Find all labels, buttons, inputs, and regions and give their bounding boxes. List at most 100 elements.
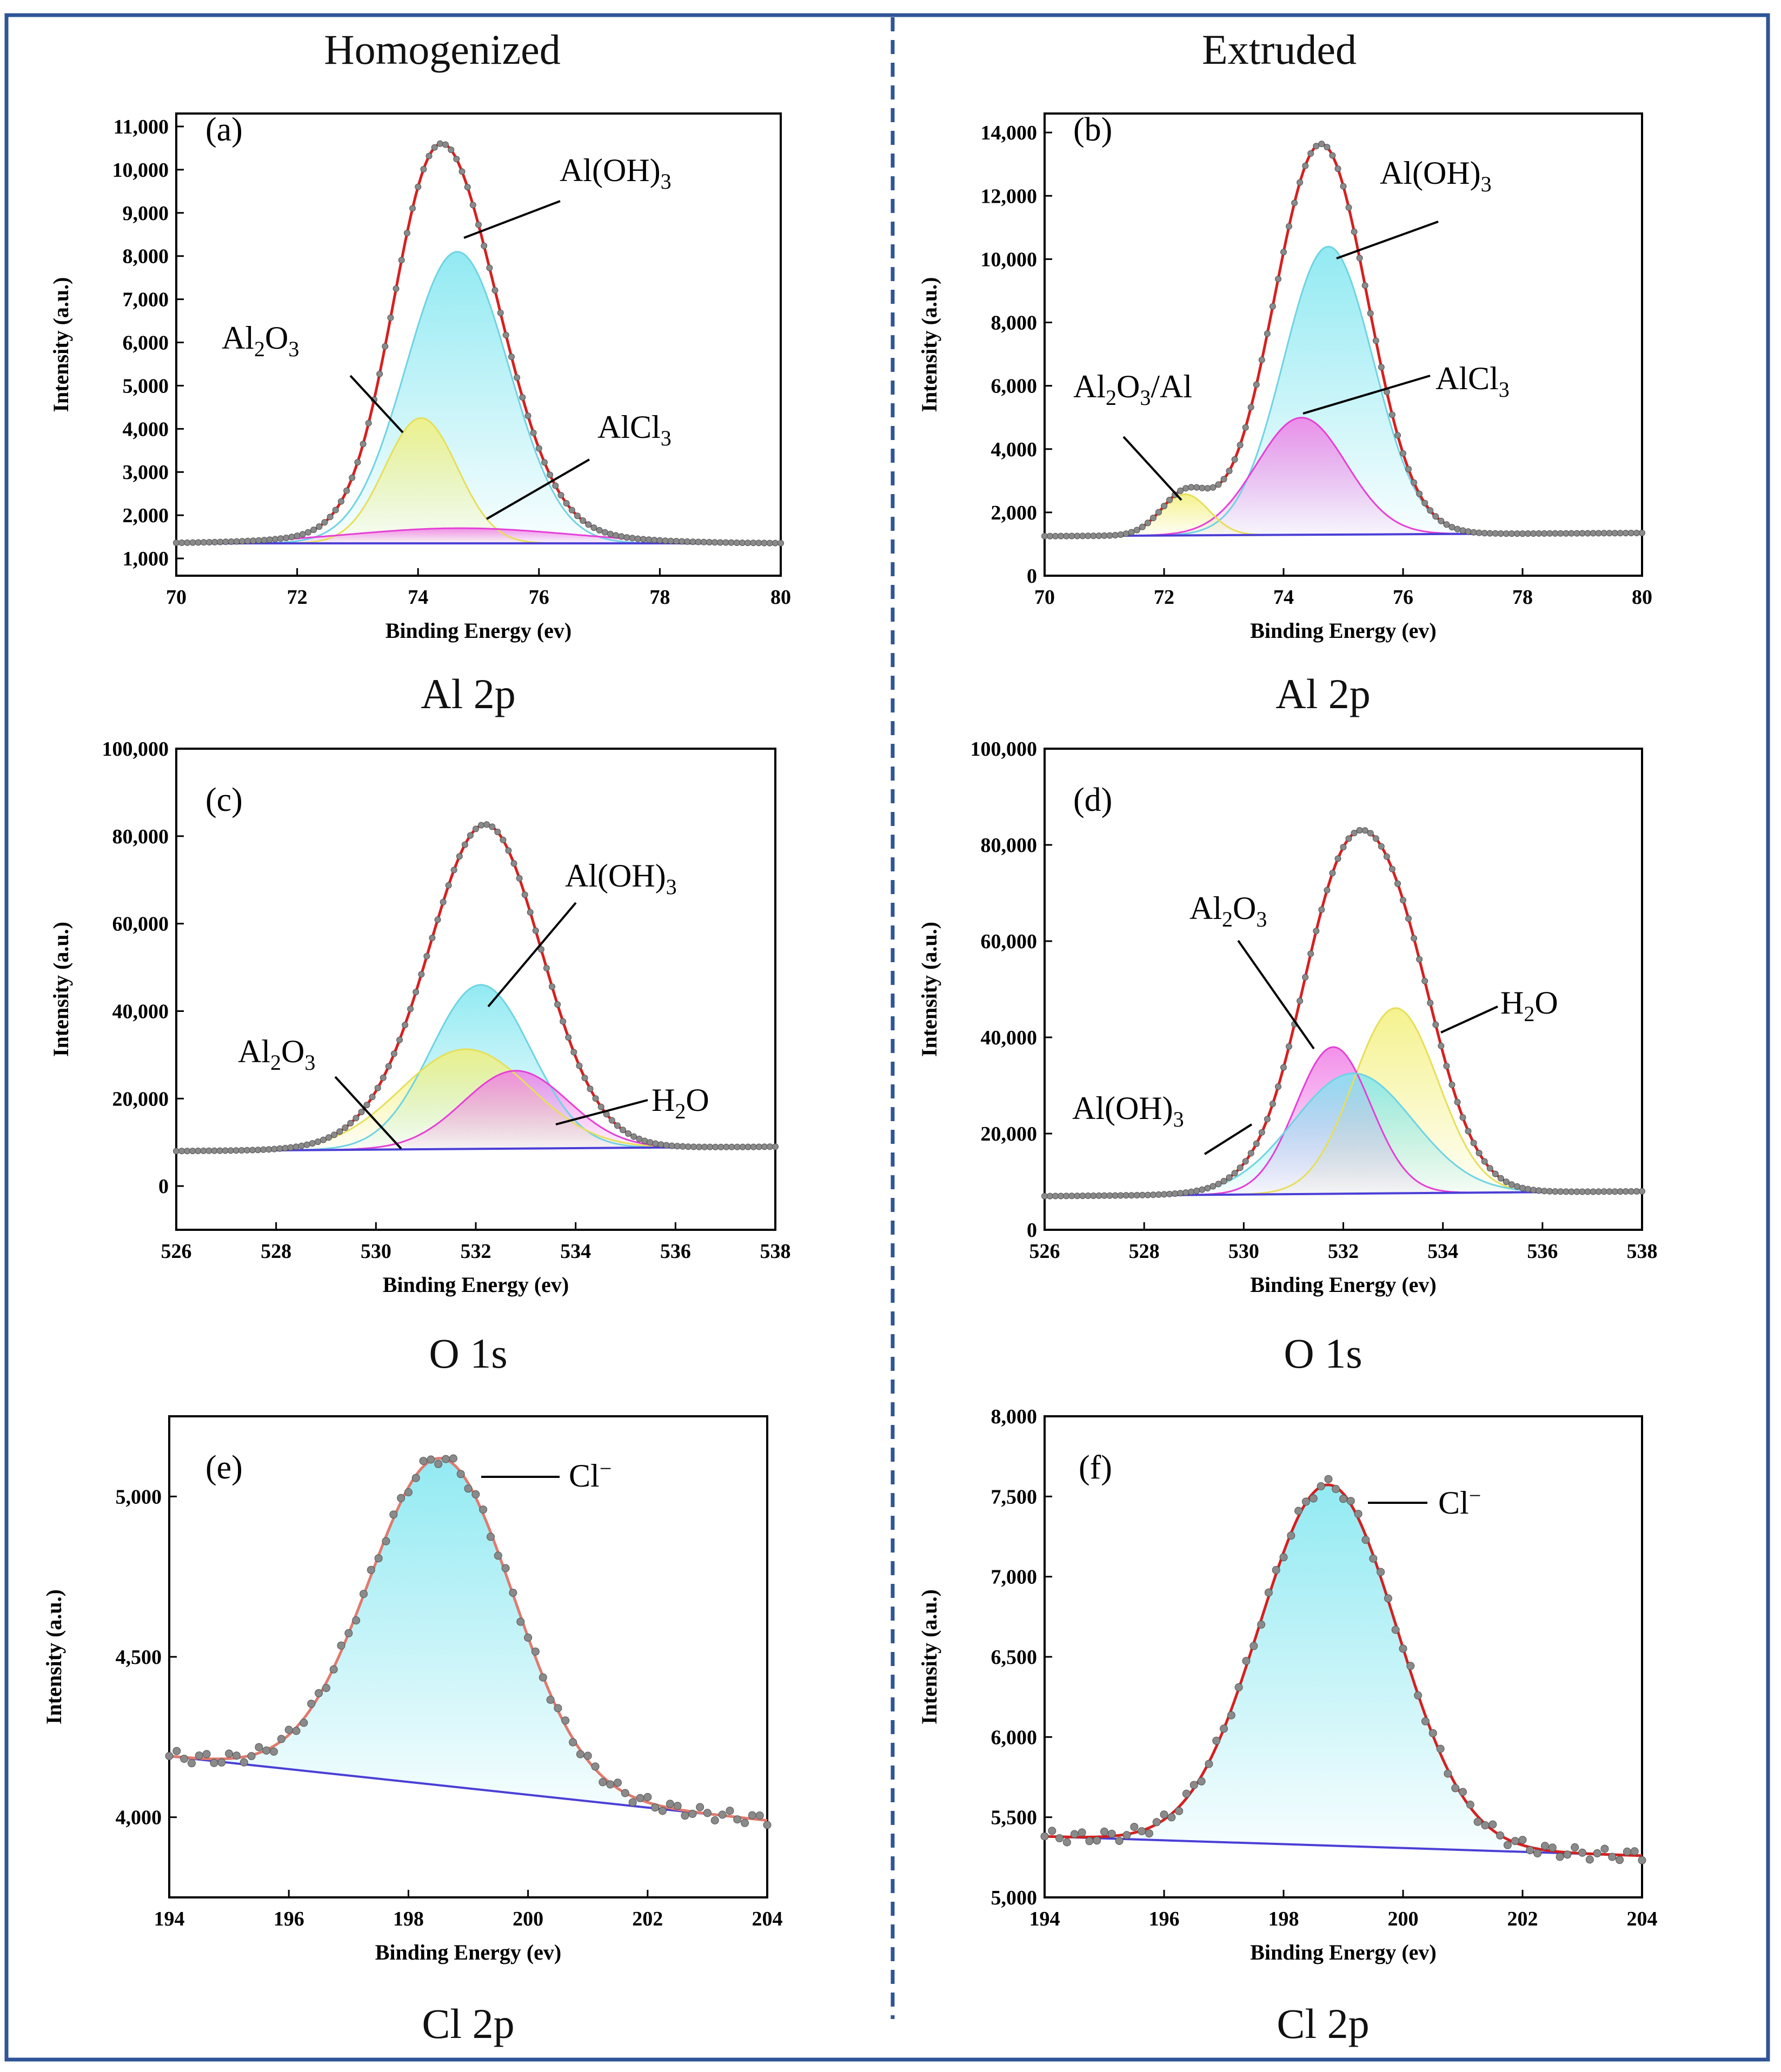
panel-c-data-point xyxy=(521,891,528,898)
panel-d-data-point xyxy=(1253,1140,1260,1147)
panel-b-data-point xyxy=(1590,530,1597,537)
panel-f-data-point xyxy=(1563,1850,1572,1859)
panel-a-data-point xyxy=(200,539,207,546)
panel-b-x-axis-title: Binding Energy (ev) xyxy=(1250,618,1436,643)
panel-a-data-point xyxy=(739,539,746,547)
panel-c-y-tick-label: 20,000 xyxy=(112,1088,169,1110)
panel-f-data-point xyxy=(1048,1827,1056,1835)
panel-b-data-point xyxy=(1497,530,1504,537)
panel-a-data-point xyxy=(420,166,427,172)
panel-a-plot-area xyxy=(175,112,782,577)
panel-e-y-tick-label: 4,000 xyxy=(116,1807,162,1829)
panel-f-data-point xyxy=(1459,1788,1467,1796)
panel-a-data-point xyxy=(766,539,773,547)
panel-c-data-point xyxy=(608,1117,615,1124)
panel-c-data-point xyxy=(570,1049,577,1056)
panel-a-data-point xyxy=(563,500,570,507)
panel-f-annotation-cl: Cl− xyxy=(1438,1483,1481,1521)
panel-d-lines xyxy=(1041,827,1645,1200)
panel-b-data-point xyxy=(1324,144,1331,151)
panel-a-data-point xyxy=(448,146,455,154)
panel-f-label: (f) xyxy=(1079,1449,1112,1486)
panel-e-data-point xyxy=(733,1815,742,1824)
panel-d-peak-fill-aloh3 xyxy=(1045,1073,1642,1196)
panel-a-data-point xyxy=(239,538,245,545)
panel-b-data-point xyxy=(1606,530,1613,537)
panel-c-data-point xyxy=(396,1036,403,1043)
panel-a-data-point xyxy=(426,152,433,159)
panel-c-annotation-arrows xyxy=(334,902,648,1150)
panel-d-data-point xyxy=(1242,1158,1249,1165)
panel-a-peak-fill-aloh3 xyxy=(176,251,781,544)
panel-d-label: (d) xyxy=(1073,782,1112,818)
panel-b-data-point xyxy=(1210,484,1217,491)
panel-b-data-point xyxy=(1465,528,1472,535)
panel-a-data-point xyxy=(184,539,191,546)
panel-a-data-point xyxy=(349,474,356,481)
panel-c-data-point xyxy=(374,1084,381,1091)
panel-b-x-tick-label: 74 xyxy=(1273,586,1294,609)
panel-d-data-point xyxy=(1297,997,1304,1004)
panel-b-y-tick-label: 2,000 xyxy=(991,502,1038,524)
panel-c-data-point xyxy=(173,1148,180,1155)
panel-a-data-point xyxy=(684,538,691,545)
panel-c-data-point xyxy=(325,1134,332,1141)
panel-b-data-point xyxy=(1291,199,1298,206)
panel-f-data-point xyxy=(1585,1855,1594,1864)
panel-e-label: (e) xyxy=(205,1449,243,1486)
panel-f-data-point xyxy=(1354,1510,1363,1518)
panel-b-data-point xyxy=(1334,165,1341,172)
panel-b-data-point xyxy=(1302,162,1309,169)
panel-c-data-point xyxy=(467,832,474,839)
panel-d-data-point xyxy=(1394,880,1401,887)
panel-e-data-point xyxy=(315,1689,323,1697)
panel-e-data-point xyxy=(599,1778,607,1787)
panel-b-data-point xyxy=(1584,530,1591,537)
panel-c-data-point xyxy=(211,1147,218,1154)
panel-d-data-point xyxy=(1573,1188,1580,1195)
panel-a-data-point xyxy=(431,144,438,151)
panel-c-data-point xyxy=(456,853,463,860)
panel-e-x-tick-label: 196 xyxy=(274,1908,304,1930)
panel-d-data-point xyxy=(1622,1188,1629,1195)
panel-c-data-point xyxy=(685,1143,692,1150)
panel-f-data-point xyxy=(1272,1565,1280,1574)
panel-f-data-point xyxy=(1638,1856,1646,1864)
panel-c-data-point xyxy=(734,1143,741,1150)
panel-d-data-point xyxy=(1416,956,1423,963)
panel-b-data-point xyxy=(1356,255,1363,262)
panel-c-data-point xyxy=(216,1147,223,1154)
panel-d-data-point xyxy=(1334,855,1341,862)
panel-d-data-point xyxy=(1144,1191,1151,1198)
panel-a-y-tick-label: 2,000 xyxy=(123,504,169,527)
panel-f-data-point xyxy=(1556,1853,1564,1861)
panel-c-data-point xyxy=(238,1147,245,1154)
panel-a-data-point xyxy=(310,527,317,534)
panel-b-data-point xyxy=(1476,529,1483,536)
panel-e-data-point xyxy=(284,1725,293,1734)
panel-b-data-point xyxy=(1307,150,1314,157)
panel-a-data-point xyxy=(211,538,218,545)
panel-b-data-point xyxy=(1633,530,1640,536)
panel-e-data-point xyxy=(471,1490,480,1498)
panel-b-data-point xyxy=(1329,152,1336,159)
panel-c-data-point xyxy=(717,1143,725,1150)
panel-b-data-point xyxy=(1541,530,1548,537)
panel-a-data-point xyxy=(733,539,740,546)
panel-e-data-point xyxy=(307,1700,316,1708)
panel-b-data-point xyxy=(1237,442,1244,449)
panel-b-data-point xyxy=(1546,530,1553,537)
panel-f-data-point xyxy=(1332,1485,1340,1493)
panel-d-data-point xyxy=(1514,1183,1520,1190)
panel-d-data-point xyxy=(1438,1042,1445,1049)
panel-a-data-point xyxy=(750,539,757,547)
panel-e-data-point xyxy=(748,1811,756,1820)
panel-b-data-point xyxy=(1573,530,1580,537)
panel-e-data-point xyxy=(419,1457,428,1465)
panel-f-data-point xyxy=(1444,1769,1452,1778)
panel-b-data-point xyxy=(1557,530,1564,537)
panel-d-data-point xyxy=(1058,1192,1065,1200)
panel-a-data-point xyxy=(535,445,542,452)
panel-c-lines xyxy=(173,821,779,1155)
panel-e-data-point xyxy=(703,1809,712,1817)
